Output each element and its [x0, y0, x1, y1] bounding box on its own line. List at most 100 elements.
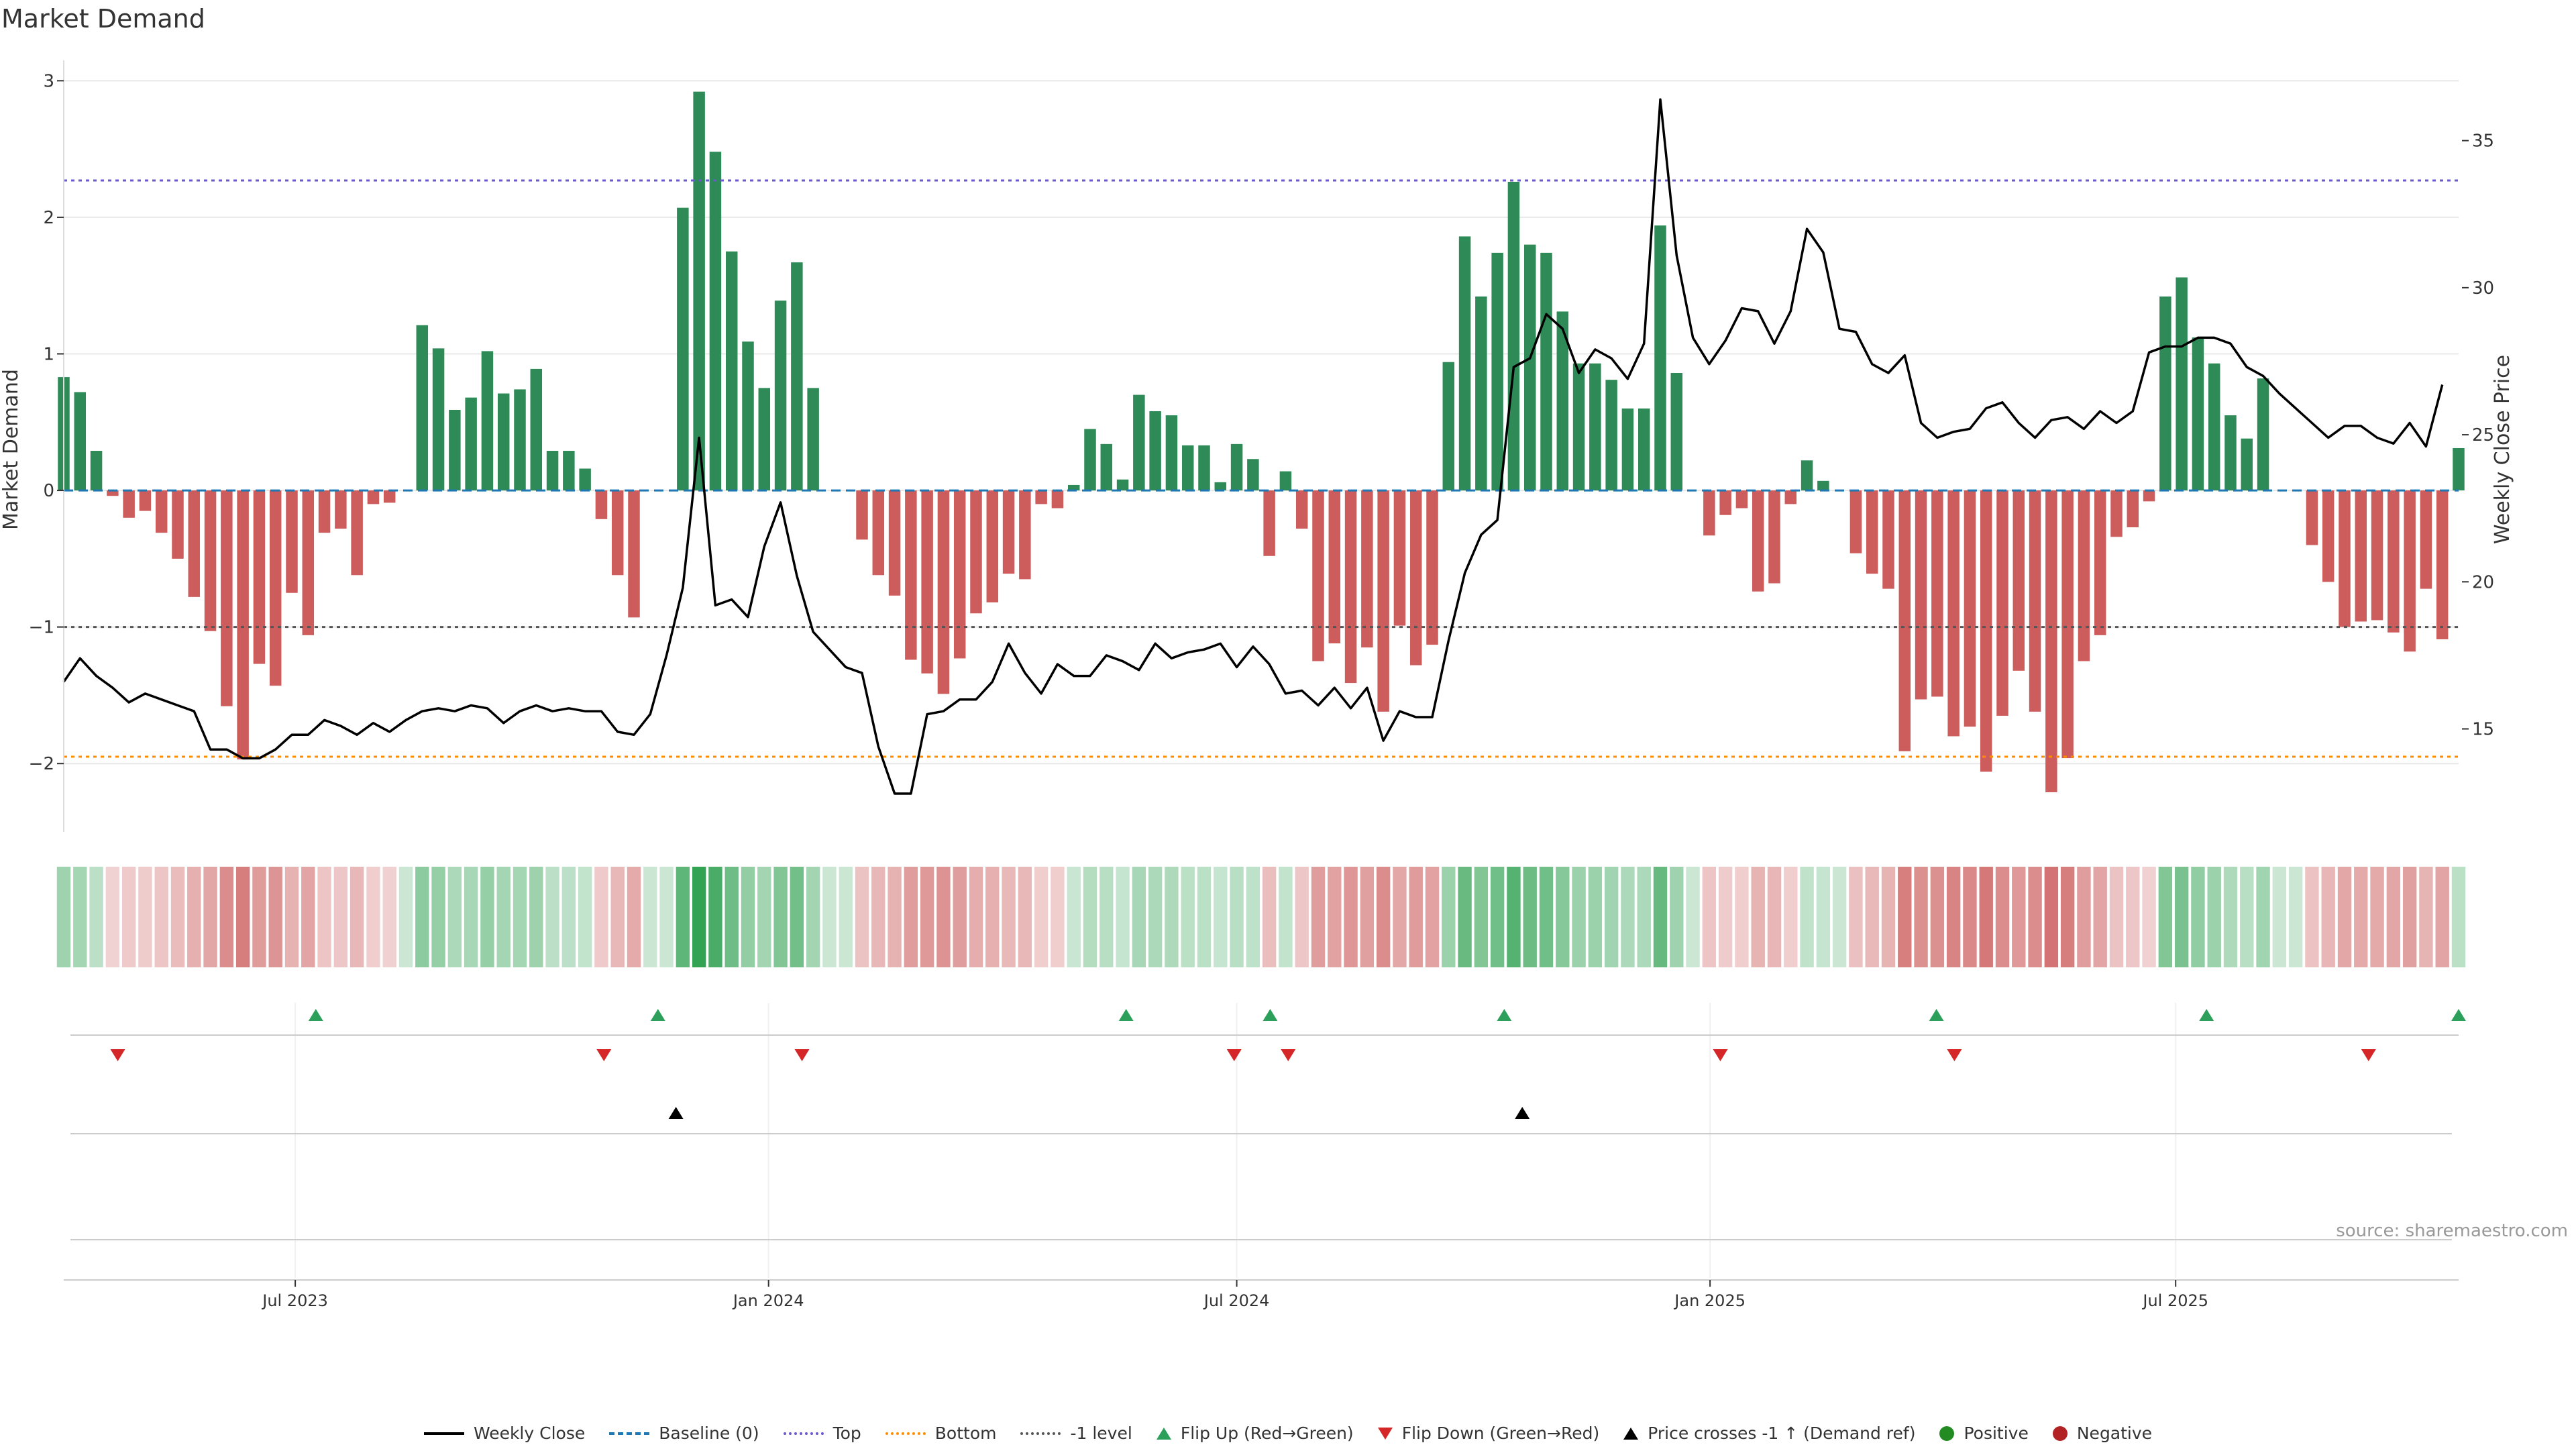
heat-cell	[1653, 867, 1668, 967]
demand-bar	[1116, 479, 1129, 491]
heat-cell	[1376, 867, 1391, 967]
gridlines	[64, 80, 2459, 1278]
demand-bar	[1947, 490, 1960, 737]
legend-triangle-down-icon	[1377, 1427, 1393, 1440]
demand-bar	[1458, 236, 1471, 491]
heat-cell	[2077, 867, 2091, 967]
demand-bar	[2208, 363, 2220, 491]
demand-bar	[1361, 490, 1373, 648]
demand-bar	[1980, 490, 1992, 772]
heat-cell	[2321, 867, 2335, 967]
legend-label: -1 level	[1070, 1424, 1132, 1443]
legend-item: Negative	[2052, 1424, 2152, 1443]
heat-cell	[1572, 867, 1586, 967]
demand-bar	[335, 490, 347, 529]
demand-bar	[1735, 490, 1748, 508]
demand-bar	[1931, 490, 1943, 697]
heat-cell	[1735, 867, 1749, 967]
heat-cell	[985, 867, 1000, 967]
heat-cell	[920, 867, 934, 967]
demand-bar	[2306, 490, 2318, 545]
heat-cell	[1360, 867, 1375, 967]
demand-bar	[888, 490, 901, 596]
flip-up-marker	[650, 1009, 665, 1021]
heat-cell	[741, 867, 755, 967]
heat-cell	[578, 867, 592, 967]
legend-item: Price crosses -1 ↑ (Demand ref)	[1623, 1424, 1915, 1443]
price-cross-marker	[668, 1107, 684, 1119]
flip-up-marker	[2199, 1009, 2214, 1021]
demand-bar	[2371, 490, 2383, 621]
demand-bar	[1149, 411, 1161, 491]
heat-cell	[855, 867, 869, 967]
legend-triangle-up-icon	[1156, 1427, 1171, 1440]
demand-bar	[1312, 490, 1324, 661]
demand-bar	[1654, 225, 1666, 491]
flip-up-marker	[1497, 1009, 1512, 1021]
legend-item: Baseline (0)	[609, 1424, 759, 1443]
legend-label: Baseline (0)	[659, 1424, 759, 1443]
demand-bar	[302, 490, 315, 635]
legend-item: Top	[783, 1424, 861, 1443]
demand-bar	[1719, 490, 1731, 515]
legend-label: Positive	[1964, 1424, 2029, 1443]
heat-cell	[1865, 867, 1879, 967]
heat-cell	[2354, 867, 2368, 967]
demand-bar	[1589, 363, 1601, 491]
demand-bar	[921, 490, 933, 674]
legend-label: Weekly Close	[473, 1424, 586, 1443]
heat-cell	[561, 867, 576, 967]
demand-bar	[1784, 490, 1797, 504]
heat-cell	[2028, 867, 2042, 967]
demand-bar	[2143, 490, 2155, 502]
demand-bar	[856, 490, 868, 540]
demand-bar	[1165, 415, 1178, 491]
demand-bar	[1866, 490, 1878, 574]
demand-bar	[514, 389, 526, 491]
heat-cell	[1214, 867, 1228, 967]
demand-bar	[563, 451, 575, 491]
heat-cell	[904, 867, 918, 967]
heat-cell	[284, 867, 299, 967]
demand-bar	[269, 490, 282, 686]
demand-bar	[449, 409, 461, 491]
demand-bar	[1556, 311, 1569, 491]
heat-cell	[2207, 867, 2221, 967]
demand-bar	[1409, 490, 1422, 665]
heat-cell	[1767, 867, 1782, 967]
demand-bar	[1475, 297, 1487, 491]
demand-bar	[416, 325, 429, 491]
demand-bar	[221, 490, 233, 706]
demand-bar	[611, 490, 624, 576]
heat-cell	[382, 867, 396, 967]
heat-cell	[187, 867, 201, 967]
heat-cell	[1393, 867, 1407, 967]
demand-bar	[237, 490, 249, 760]
right-tick-label: 30	[2472, 278, 2494, 299]
heat-cell	[2370, 867, 2384, 967]
left-tick-label: 3	[43, 71, 54, 91]
heat-cell	[2305, 867, 2319, 967]
demand-bar	[286, 490, 298, 593]
source-note: source: sharemaestro.com	[2336, 1221, 2568, 1241]
heat-cell	[2256, 867, 2270, 967]
heat-cell	[2174, 867, 2189, 967]
legend: Weekly Close Baseline (0) Top Bottom -1 leve…	[0, 1424, 2576, 1443]
demand-bar	[1638, 408, 1650, 491]
demand-bar	[1442, 362, 1455, 491]
x-tick-label: Jan 2024	[732, 1291, 804, 1310]
demand-bar	[1703, 490, 1715, 536]
demand-bar	[1426, 490, 1438, 645]
heat-cell	[1344, 867, 1358, 967]
demand-bar	[1295, 490, 1308, 529]
heat-cell	[105, 867, 120, 967]
demand-bar	[2339, 490, 2351, 627]
heat-cell	[2240, 867, 2254, 967]
demand-bar	[742, 341, 754, 491]
heat-cell	[822, 867, 837, 967]
right-tick-label: 35	[2472, 131, 2494, 152]
left-axis-label: Market Demand	[0, 369, 23, 530]
demand-bar	[1247, 459, 1259, 491]
legend-dotted-icon	[885, 1432, 926, 1435]
